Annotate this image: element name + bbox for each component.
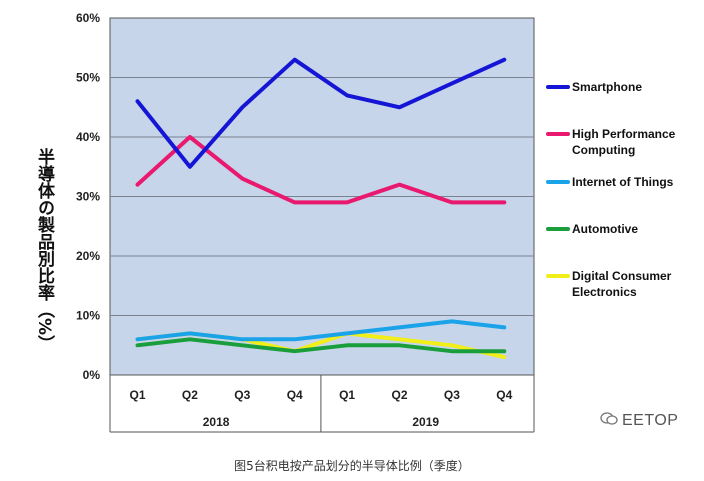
watermark: EETOP [600,412,678,430]
x-group-label: 2019 [412,415,439,429]
x-tick-label: Q4 [287,388,303,402]
x-tick-label: Q1 [339,388,355,402]
x-tick-label: Q2 [182,388,198,402]
figure-caption: 图5台积电按产品划分的半导体比例（季度） [234,459,470,473]
y-tick-labels: 0% 10% 20% 30% 40% 50% 60% [76,11,100,382]
y-tick-label: 60% [76,11,100,25]
x-tick-label: Q4 [496,388,512,402]
x-tick-label: Q1 [129,388,145,402]
series-line-smartphone [135,57,507,169]
series-line-internet-of-things [135,319,507,342]
watermark-text: EETOP [622,412,679,429]
legend: Smartphone High Performance Computing Inter… [546,80,676,299]
series-lines [135,57,507,360]
x-tick-label: Q3 [444,388,460,402]
legend-label: Digital Consumer Electronics [572,269,672,299]
y-tick-label: 50% [76,71,100,85]
x-tick-label: Q3 [234,388,250,402]
y-tick-label: 30% [76,190,100,204]
legend-label: Automotive [572,222,638,236]
chat-bubbles-icon [600,412,618,425]
legend-label: Smartphone [572,80,642,94]
y-axis-label: 半導体の製品別比率（%） [34,148,54,353]
x-axis: Q1 Q2 Q3 Q4 Q1 Q2 Q3 Q4 2018 2019 [109,375,535,433]
legend-label: High Performance Computing [572,127,676,157]
y-tick-label: 0% [83,368,101,382]
x-tick-label: Q2 [391,388,407,402]
series-line-automotive [135,337,507,354]
y-tick-label: 20% [76,249,100,263]
y-tick-label: 10% [76,309,100,323]
y-tick-label: 40% [76,130,100,144]
x-group-label: 2018 [203,415,230,429]
series-line-high-performance-computing [135,135,507,205]
legend-label: Internet of Things [572,175,674,189]
